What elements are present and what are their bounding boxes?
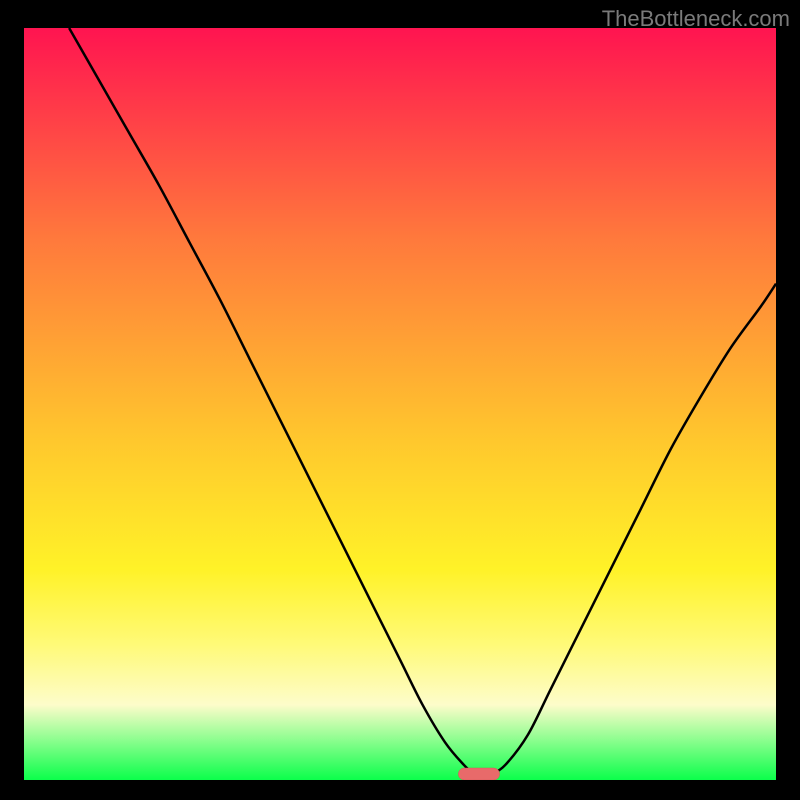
chart-container: TheBottleneck.com bbox=[0, 0, 800, 800]
plot-background bbox=[24, 28, 776, 780]
plot-svg bbox=[24, 28, 776, 780]
min-marker bbox=[458, 768, 499, 780]
plot-area bbox=[24, 28, 776, 780]
